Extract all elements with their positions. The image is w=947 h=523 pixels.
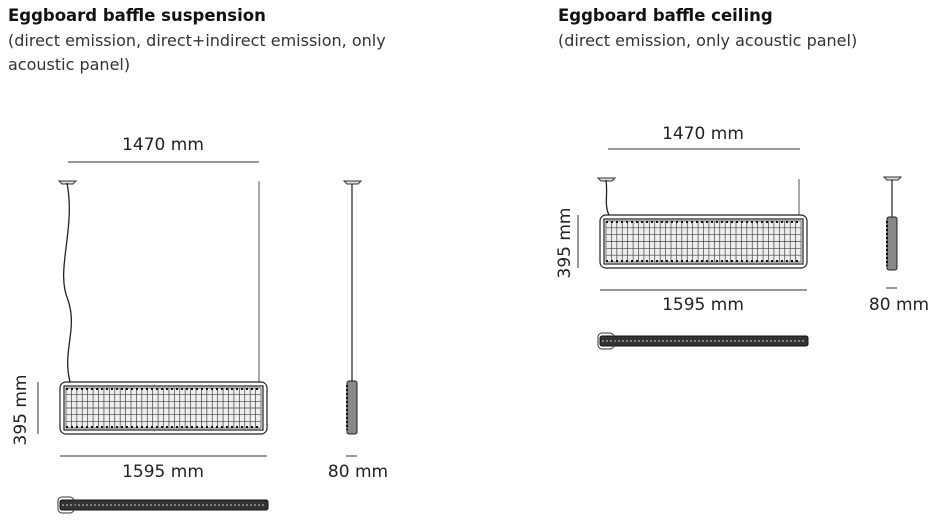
suspension-width-label: 1595 mm (122, 462, 204, 482)
suspension-depth-label: 80 mm (328, 462, 388, 482)
ceiling-panel-grid (605, 220, 802, 263)
ceiling-front-panel (599, 214, 808, 269)
ceiling-depth-label: 80 mm (869, 295, 929, 315)
ceiling-cable-spacing-label: 1470 mm (662, 124, 744, 144)
suspension-height-label: 395 mm (11, 375, 31, 446)
suspension-side-canopy (342, 180, 363, 185)
suspension-power-cable (62, 182, 72, 383)
ceiling-drawing: 1470 mm 395 mm 1595 mm 80 mm (555, 124, 929, 350)
suspension-cable-spacing-label: 1470 mm (122, 135, 204, 155)
ceiling-side-canopy (882, 176, 903, 181)
suspension-subtitle: (direct emission, direct+indirect emissi… (8, 31, 386, 74)
suspension-canopy (57, 180, 78, 185)
suspension-panel-grid (65, 387, 262, 429)
suspension-front-panel (59, 381, 268, 435)
suspension-title: Eggboard baffle suspension (8, 6, 266, 25)
ceiling-side-body (886, 216, 898, 271)
ceiling-width-label: 1595 mm (662, 295, 744, 315)
suspension-drawing: 1470 mm 395 mm 1595 mm 80 mm (11, 135, 388, 514)
ceiling-height-label: 395 mm (555, 208, 575, 279)
ceiling-subtitle: (direct emission, only acoustic panel) (558, 31, 858, 50)
ceiling-canopy (596, 177, 617, 182)
suspension-bottom-endcap (57, 496, 75, 514)
ceiling-bottom-endcap (597, 332, 615, 350)
ceiling-power-cable (605, 179, 610, 216)
suspension-side-body (346, 380, 358, 435)
ceiling-title: Eggboard baffle ceiling (558, 6, 773, 25)
